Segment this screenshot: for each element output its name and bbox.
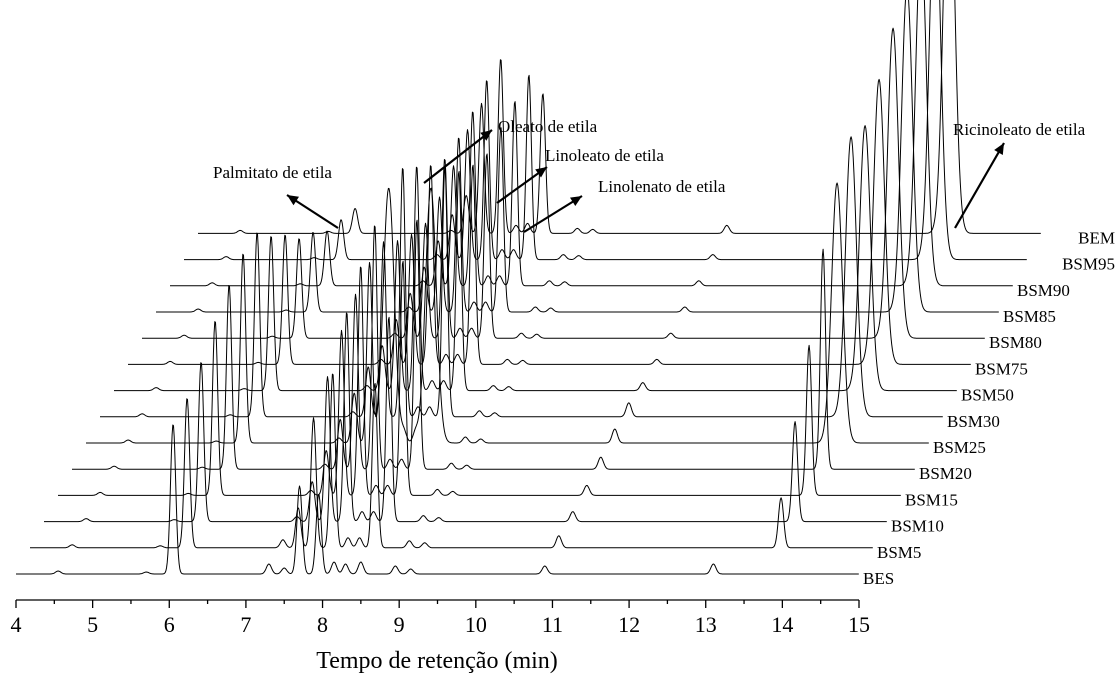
series-label-bes: BES xyxy=(863,569,894,588)
arrowhead-icon xyxy=(535,167,547,178)
x-axis-title: Tempo de retenção (min) xyxy=(316,648,558,674)
series-label-bsm20: BSM20 xyxy=(919,464,972,483)
series-label-bsm15: BSM15 xyxy=(905,490,958,509)
trace-bsm75 xyxy=(128,78,971,365)
arrowhead-icon xyxy=(287,195,299,206)
x-tick-label: 12 xyxy=(618,612,640,637)
x-tick-label: 15 xyxy=(848,612,870,637)
peak-annotation-label: Oleato de etila xyxy=(498,117,598,136)
arrowhead-icon xyxy=(994,143,1004,155)
x-tick-label: 6 xyxy=(164,612,175,637)
series-label-bsm95: BSM95 xyxy=(1062,255,1115,274)
peak-annotation-arrow xyxy=(954,142,1005,229)
trace-bsm50 xyxy=(114,125,957,392)
chromatogram-traces xyxy=(16,0,1041,575)
series-label-bsm90: BSM90 xyxy=(1017,281,1070,300)
series-label-bsm10: BSM10 xyxy=(891,517,944,536)
trace-bsm10 xyxy=(44,312,887,523)
x-tick-label: 10 xyxy=(465,612,487,637)
series-label-bsm75: BSM75 xyxy=(975,359,1028,378)
x-tick-label: 9 xyxy=(394,612,405,637)
trace-bsm5 xyxy=(30,373,873,549)
peak-annotation-label: Palmitato de etila xyxy=(213,163,332,182)
series-label-bsm85: BSM85 xyxy=(1003,307,1056,326)
peak-annotation-arrow xyxy=(423,129,493,184)
trace-bsm25 xyxy=(86,182,929,444)
peak-annotation-label: Linolenato de etila xyxy=(598,177,726,196)
peak-annotation-arrow xyxy=(523,195,583,233)
series-label-bsm25: BSM25 xyxy=(933,438,986,457)
trace-bsm15 xyxy=(58,260,901,496)
trace-bes xyxy=(16,424,859,575)
series-label-bem: BEM xyxy=(1078,228,1115,247)
peak-annotations: Palmitato de etila Oleato de etila Linolea… xyxy=(213,117,1086,233)
series-labels: BEM BSM95 BSM90 BSM85 BSM80 BSM75 BSM50 BSM30 BS… xyxy=(863,228,1115,588)
x-tick-label: 13 xyxy=(695,612,717,637)
series-label-bsm30: BSM30 xyxy=(947,412,1000,431)
peak-annotation-label: Ricinoleato de etila xyxy=(953,120,1086,139)
x-tick-label: 7 xyxy=(240,612,251,637)
x-tick-label: 4 xyxy=(11,612,22,637)
series-label-bsm80: BSM80 xyxy=(989,333,1042,352)
arrowhead-icon xyxy=(570,196,582,206)
trace-bsm30 xyxy=(100,136,943,418)
x-tick-label: 14 xyxy=(771,612,793,637)
peak-annotation-label: Linoleato de etila xyxy=(545,146,664,165)
x-axis-ticks: 4 5 6 7 8 9 10 11 12 13 14 15 xyxy=(11,600,870,637)
x-axis: 4 5 6 7 8 9 10 11 12 13 14 15 Tempo de retenção (mi… xyxy=(11,599,870,674)
series-label-bsm5: BSM5 xyxy=(877,543,921,562)
series-label-bsm50: BSM50 xyxy=(961,386,1014,405)
x-tick-label: 11 xyxy=(542,612,563,637)
arrowhead-icon xyxy=(480,130,492,141)
x-tick-label: 5 xyxy=(87,612,98,637)
x-tick-label: 8 xyxy=(317,612,328,637)
trace-bsm20 xyxy=(72,219,915,470)
